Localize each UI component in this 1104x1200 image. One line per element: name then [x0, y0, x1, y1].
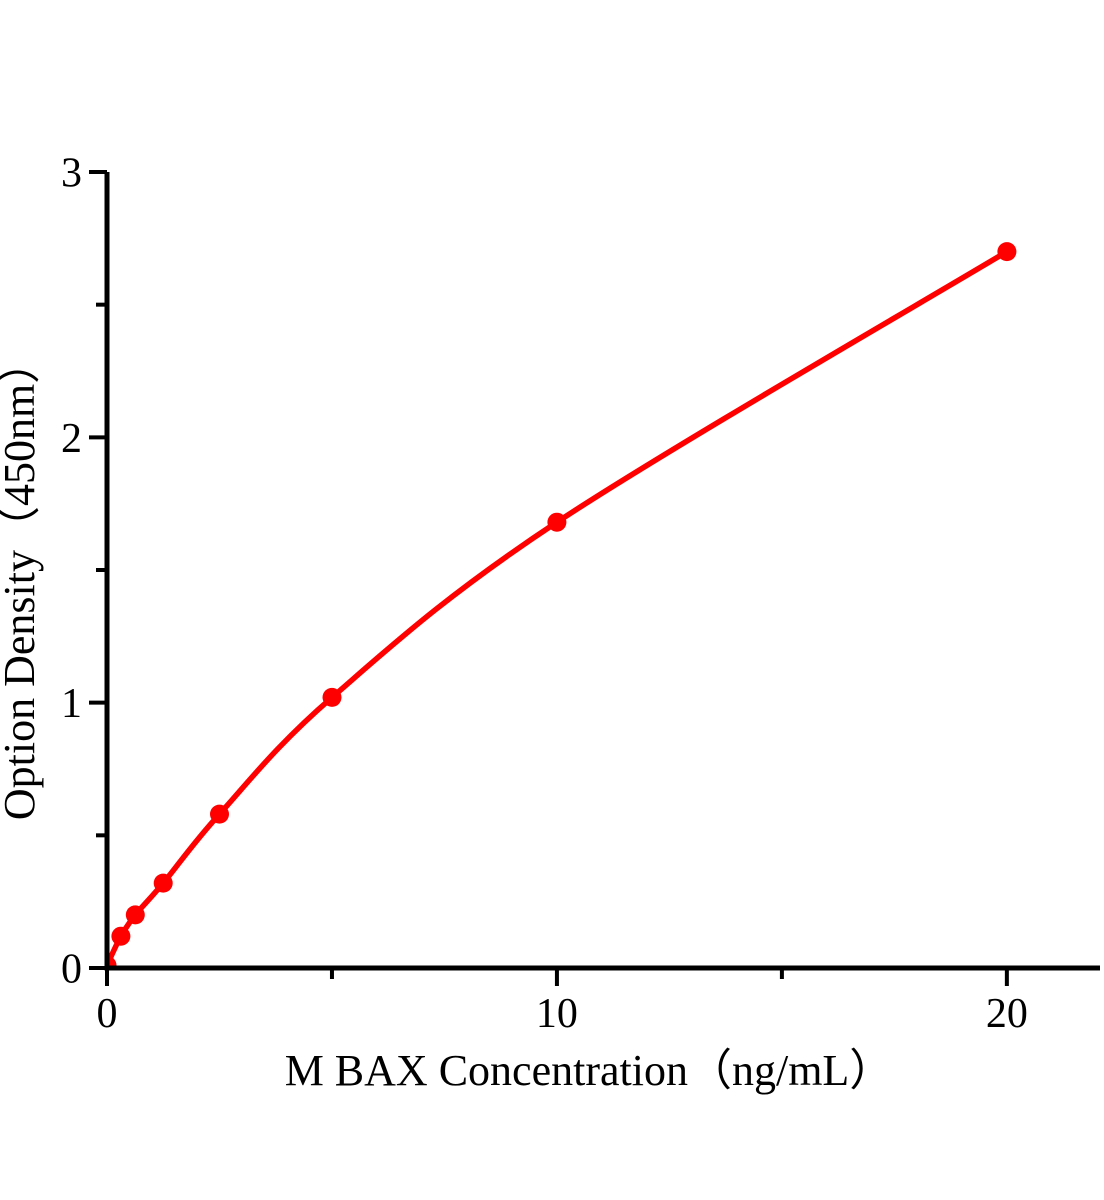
data-point-marker [125, 905, 145, 925]
x-tick-label: 20 [986, 991, 1028, 1037]
tick-label-layer: 0 1 2 3 0 10 20 [61, 151, 1028, 1038]
y-tick-label: 1 [61, 681, 82, 727]
axes-layer [89, 170, 1100, 986]
y-tick-label: 0 [61, 947, 82, 993]
data-point-marker [210, 804, 229, 824]
y-axis-title: Option Density（450nm） [0, 340, 44, 820]
y-tick-label: 2 [61, 416, 82, 462]
data-point-marker [322, 687, 342, 707]
standard-curve-line [107, 249, 1009, 967]
x-tick-label: 0 [97, 991, 118, 1037]
data-point-marker [997, 242, 1017, 262]
series-layer [107, 242, 1017, 968]
data-point-marker [111, 926, 131, 946]
data-point-marker [547, 512, 567, 532]
x-axis-title: M BAX Concentration（ng/mL） [285, 1046, 894, 1095]
x-tick-label: 10 [536, 991, 578, 1037]
y-tick-label: 3 [61, 151, 82, 197]
data-point-marker [153, 873, 173, 893]
